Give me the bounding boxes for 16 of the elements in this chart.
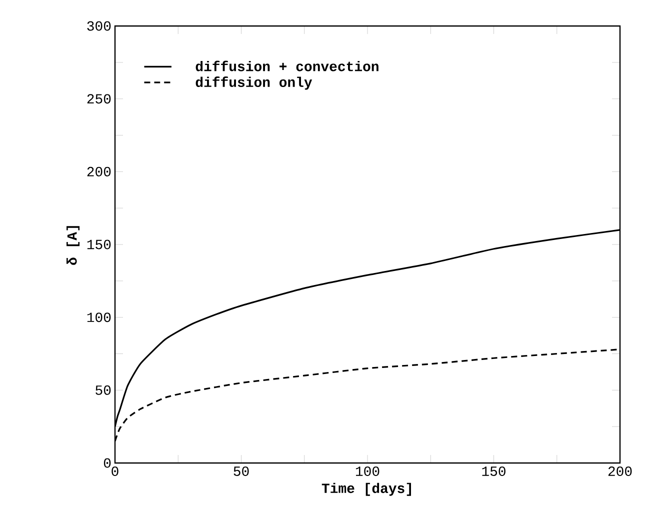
x-tick-label: 200 — [608, 466, 632, 476]
y-tick-label: 200 — [87, 166, 111, 176]
y-axis-title: δ [A] — [66, 226, 80, 265]
legend-label: diffusion + convection — [196, 60, 378, 72]
x-tick-label: 100 — [356, 466, 380, 476]
legend-label: diffusion only — [196, 76, 312, 90]
y-tick-label: 100 — [87, 312, 111, 322]
y-tick-label: 250 — [87, 94, 111, 104]
y-tick-label: 300 — [87, 21, 111, 31]
x-tick-label: 0 — [112, 466, 118, 476]
y-tick-label: 150 — [87, 240, 111, 250]
x-tick-label: 150 — [482, 466, 506, 476]
x-tick-label: 50 — [234, 466, 249, 476]
y-tick-label: 0 — [104, 458, 111, 468]
x-axis-title: Time [days] — [322, 482, 411, 496]
y-tick-label: 50 — [96, 385, 111, 395]
